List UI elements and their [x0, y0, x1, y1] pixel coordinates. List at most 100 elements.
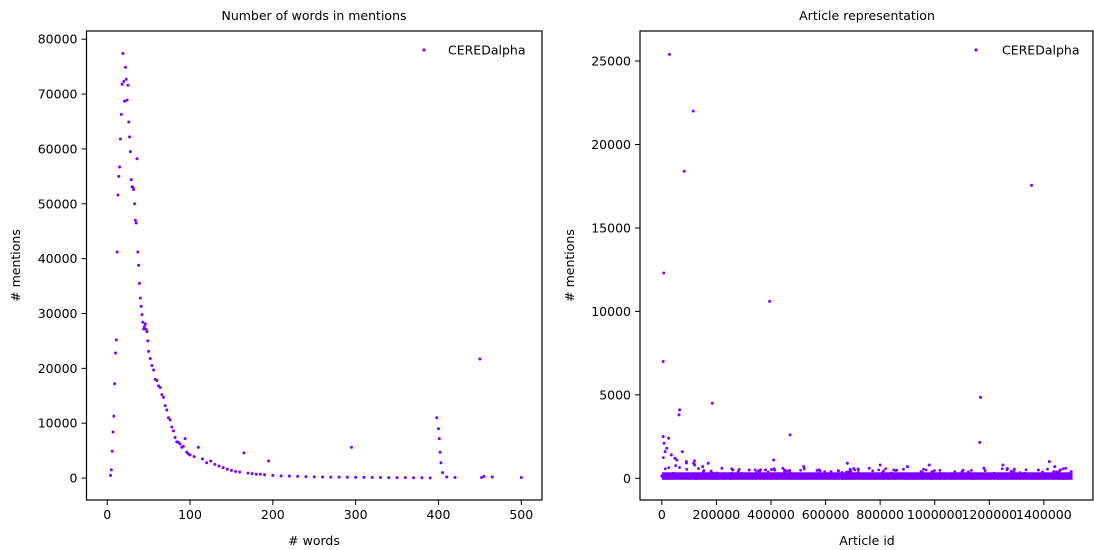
data-point [665, 446, 669, 450]
data-point [478, 357, 482, 361]
data-point [790, 476, 793, 480]
data-point [263, 473, 267, 477]
data-point [110, 449, 114, 453]
x-tick-label: 1400000 [1016, 507, 1072, 522]
data-point [845, 476, 849, 479]
data-point [753, 468, 757, 472]
data-point [354, 475, 358, 479]
data-point [949, 475, 953, 479]
y-tick-label: 40000 [38, 251, 78, 266]
data-point [1041, 470, 1044, 474]
data-point [721, 476, 725, 480]
data-point [819, 476, 823, 480]
data-point [675, 458, 679, 462]
data-point [983, 469, 987, 473]
data-point [1012, 475, 1015, 479]
data-point [132, 188, 136, 192]
data-point [701, 465, 705, 469]
data-point [802, 467, 806, 471]
data-point [200, 457, 204, 461]
data-point [122, 79, 126, 83]
data-point [242, 451, 246, 455]
data-point [966, 470, 970, 474]
data-point [736, 470, 740, 474]
data-point [845, 472, 849, 476]
data-point [660, 474, 664, 478]
data-point [667, 52, 671, 56]
x-tick-label: 1000000 [907, 507, 963, 522]
data-point [968, 472, 972, 475]
data-point [234, 469, 238, 473]
data-point [815, 476, 819, 480]
data-point [729, 476, 733, 480]
data-point [370, 475, 374, 479]
data-point [1069, 470, 1073, 474]
data-point [321, 475, 325, 479]
data-point [845, 461, 849, 465]
data-point [769, 476, 772, 480]
data-point [682, 169, 686, 173]
data-point [148, 356, 152, 360]
data-point [864, 475, 868, 479]
data-point [1032, 473, 1036, 476]
data-point [669, 453, 673, 457]
data-point [192, 455, 196, 459]
data-point [837, 476, 840, 480]
data-point [1025, 476, 1029, 480]
y-tick-label: 25000 [591, 54, 631, 69]
data-point [931, 476, 934, 480]
data-point [155, 378, 159, 382]
data-point [170, 425, 174, 429]
data-point [113, 382, 117, 386]
data-point [213, 462, 217, 466]
legend-label: CEREDalpha [448, 43, 525, 58]
data-point [882, 469, 885, 473]
data-point [732, 476, 736, 480]
x-tick-label: 800000 [856, 507, 904, 522]
data-point [771, 472, 775, 476]
data-point [685, 467, 689, 471]
data-point [119, 112, 123, 116]
data-point [1055, 474, 1059, 478]
data-point [861, 476, 864, 480]
data-point [1052, 470, 1056, 473]
data-point [387, 476, 391, 480]
data-point [967, 474, 971, 478]
data-point [667, 436, 671, 440]
data-point [674, 475, 678, 479]
data-point [362, 475, 366, 479]
data-point [898, 474, 902, 478]
x-axis-label: # words [288, 533, 340, 548]
data-point [136, 250, 140, 254]
data-point [674, 464, 678, 467]
data-point [135, 157, 139, 161]
data-point [849, 468, 853, 472]
data-point [766, 470, 770, 474]
data-point [684, 460, 688, 464]
data-point [329, 475, 333, 479]
data-point [924, 473, 927, 477]
data-point [788, 471, 792, 475]
data-point [942, 474, 946, 478]
data-point [238, 470, 242, 474]
data-point [1050, 476, 1054, 480]
data-point [1050, 472, 1054, 476]
data-point [978, 440, 982, 444]
data-point [428, 476, 432, 480]
data-point [989, 472, 993, 476]
data-point [267, 459, 271, 463]
y-axis-label: # mentions [562, 229, 577, 302]
data-point [123, 99, 127, 103]
data-point [848, 476, 852, 480]
data-point [938, 471, 942, 475]
data-point [296, 474, 300, 478]
data-point [258, 472, 262, 476]
data-point [780, 476, 784, 480]
data-point [994, 474, 998, 478]
data-point [905, 465, 909, 469]
data-point [312, 475, 316, 479]
data-point [976, 474, 980, 478]
data-point [831, 475, 835, 479]
data-point [759, 473, 762, 476]
data-point [736, 472, 740, 476]
